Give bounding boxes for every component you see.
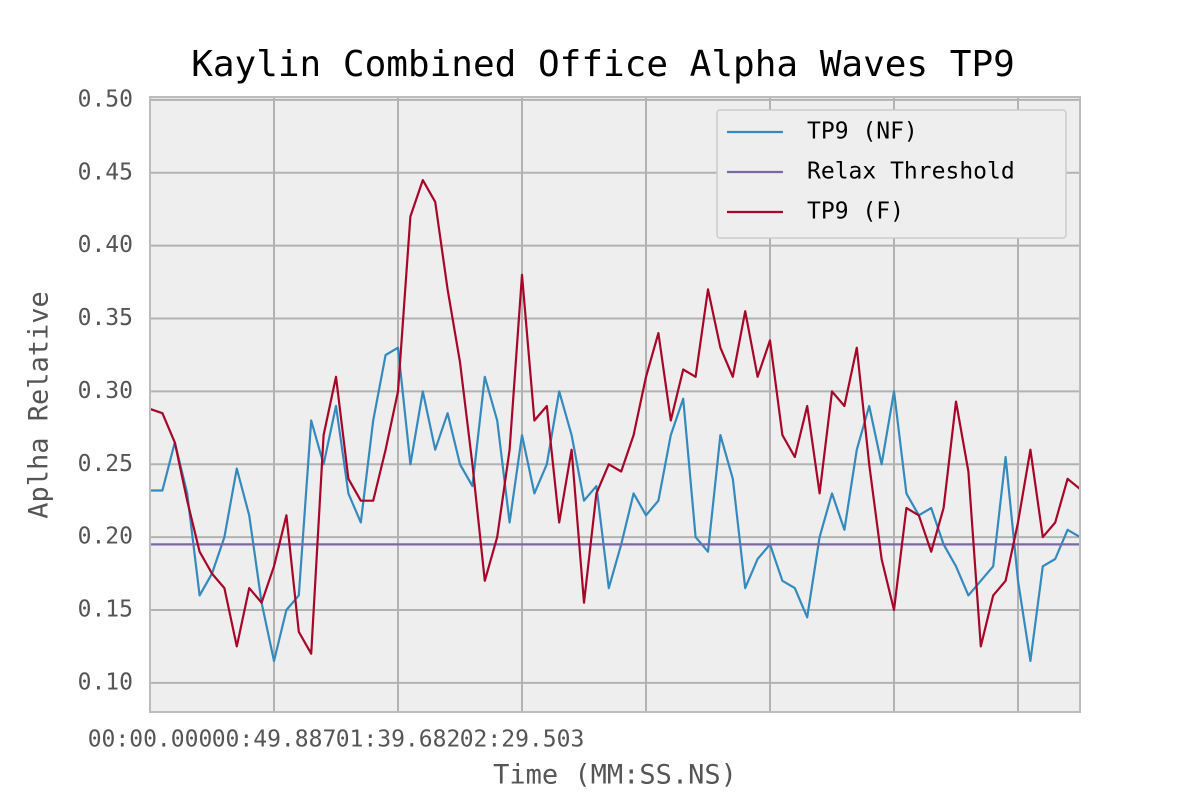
legend-box <box>716 109 1067 239</box>
y-tick-label: 0.50 <box>78 86 133 112</box>
y-tick-label: 0.15 <box>78 596 133 622</box>
y-tick-label: 0.40 <box>78 232 133 258</box>
y-tick-label: 0.45 <box>78 159 133 185</box>
x-tick-label: 00:00.000 <box>88 727 213 753</box>
y-tick-label: 0.35 <box>78 305 133 331</box>
legend: TP9 (NF) Relax Threshold TP9 (F) <box>716 109 1067 239</box>
y-tick-label: 0.30 <box>78 378 133 404</box>
y-tick-label: 0.10 <box>78 669 133 695</box>
legend-label: TP9 (NF) <box>807 119 918 145</box>
plot-frame <box>149 96 1081 713</box>
legend-label: TP9 (F) <box>807 199 904 225</box>
legend-label: Relax Threshold <box>807 159 1015 185</box>
chart-title: Kaylin Combined Office Alpha Waves TP9 <box>191 44 1015 85</box>
y-tick-label: 0.25 <box>78 451 133 477</box>
x-axis-label: Time (MM:SS.NS) <box>493 760 737 791</box>
x-tick-label: 01:39.682 <box>336 727 461 753</box>
series-line <box>149 179 1081 655</box>
x-tick-label: 02:29.503 <box>460 727 585 753</box>
series-line <box>150 346 1081 663</box>
y-tick-label: 0.20 <box>78 524 133 550</box>
y-axis-label: Aplha Relative <box>24 291 55 519</box>
x-tick-label: 00:49.887 <box>212 727 337 753</box>
